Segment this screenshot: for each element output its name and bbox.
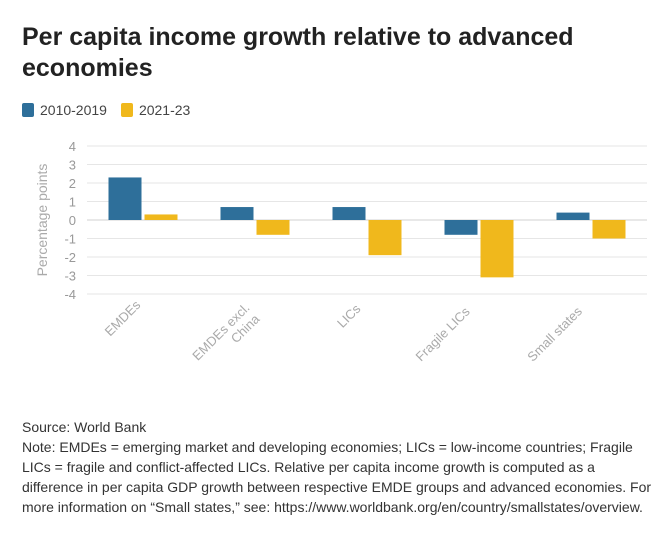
x-tick-label: EMDEs excl.China (189, 300, 263, 374)
bar-2021-23-3 (368, 220, 402, 256)
x-tick-label: Small states (524, 303, 585, 364)
chart-footer: Source: World Bank Note: EMDEs = emergin… (22, 417, 657, 517)
note-text: Note: EMDEs = emerging market and develo… (22, 439, 652, 515)
legend-item-2021-23: 2021-23 (120, 102, 191, 118)
legend-label-2021-23: 2021-23 (138, 102, 191, 118)
y-axis-label: Percentage points (34, 164, 50, 277)
x-tick-label: Fragile LICs (413, 304, 474, 365)
bar-2010-2019-4 (444, 220, 478, 235)
bar-2010-2019-5 (556, 212, 590, 220)
y-tick-label: 4 (69, 139, 76, 154)
legend-label-2010-2019: 2010-2019 (40, 102, 107, 118)
chart-title: Per capita income growth relative to adv… (22, 23, 574, 82)
y-tick-label: 1 (69, 195, 76, 210)
source-text: Source: World Bank (22, 419, 147, 435)
bar-2010-2019-2 (220, 207, 254, 220)
bar-2021-23-1 (144, 214, 178, 220)
legend-swatch-2021-23 (120, 103, 133, 117)
gridlines (87, 145, 647, 295)
y-tick-label: -1 (64, 232, 76, 247)
y-tick-label: 0 (69, 213, 76, 228)
bars (108, 177, 626, 278)
x-tick-label: LICs (334, 301, 364, 331)
y-tick-labels: 4 3 2 1 0 -1 -2 -3 -4 (64, 139, 76, 302)
y-tick-label: 3 (69, 158, 76, 173)
y-tick-label: 2 (69, 176, 76, 191)
legend-item-2010-2019: 2010-2019 (22, 102, 107, 118)
bar-2021-23-2 (256, 220, 290, 235)
x-tick-label: EMDEs (102, 297, 144, 339)
bar-2021-23-4 (480, 220, 514, 278)
legend-swatch-2010-2019 (22, 103, 34, 117)
x-tick-labels: EMDEs EMDEs excl.China LICs Fragile LICs Sma… (102, 297, 586, 374)
bar-2021-23-5 (592, 220, 626, 239)
y-tick-label: -3 (64, 269, 76, 284)
bar-2010-2019-3 (332, 207, 366, 220)
chart-legend: 2010-2019 2021-23 (22, 102, 190, 118)
y-tick-label: -4 (64, 287, 76, 302)
y-tick-label: -2 (64, 250, 76, 265)
bar-2010-2019-1 (108, 177, 142, 220)
